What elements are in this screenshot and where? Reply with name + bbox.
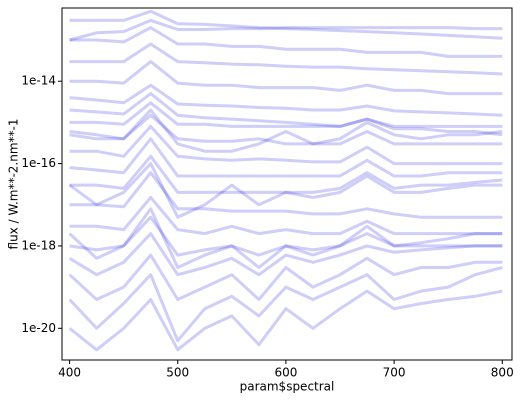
spectrum-line [69,108,503,153]
y-tick-label: 1e-16 [21,156,56,170]
x-tick-label: 600 [274,366,297,380]
spectrum-line [68,253,503,301]
spectrum-line [69,26,503,58]
spectrum-line [69,154,503,194]
spectrum-line [69,92,503,137]
spectrum-line [68,207,503,269]
spectrum-line [69,137,503,178]
spectrum-line [68,162,503,219]
spectrum-line [68,232,503,277]
spectrum-line [69,42,503,76]
x-tick-label: 800 [491,366,514,380]
spectrum-line [69,9,503,40]
y-tick-label: 1e-20 [21,321,56,335]
y-axis-label: flux / W.m**-2.nm**-1 [7,119,21,250]
spectrum-line [69,171,503,219]
spectrum-line [69,215,503,257]
spectrum-line [69,196,503,236]
y-tick-label: 1e-18 [21,238,56,252]
spectrum-line [69,113,503,146]
spectrum-line [68,289,503,352]
spectrum-line [69,60,503,96]
spectrum-line [69,18,503,42]
x-tick-label: 400 [58,366,81,380]
spectrum-line [69,124,503,166]
spectrum-line [68,266,503,343]
x-axis-label: param$spectral [240,380,335,394]
x-tick-label: 700 [383,366,406,380]
x-tick-label: 500 [166,366,189,380]
spectrum-line [69,101,503,128]
y-tick-label: 1e-14 [21,74,56,88]
spectrum-line [69,83,503,117]
plot-frame [61,7,513,361]
